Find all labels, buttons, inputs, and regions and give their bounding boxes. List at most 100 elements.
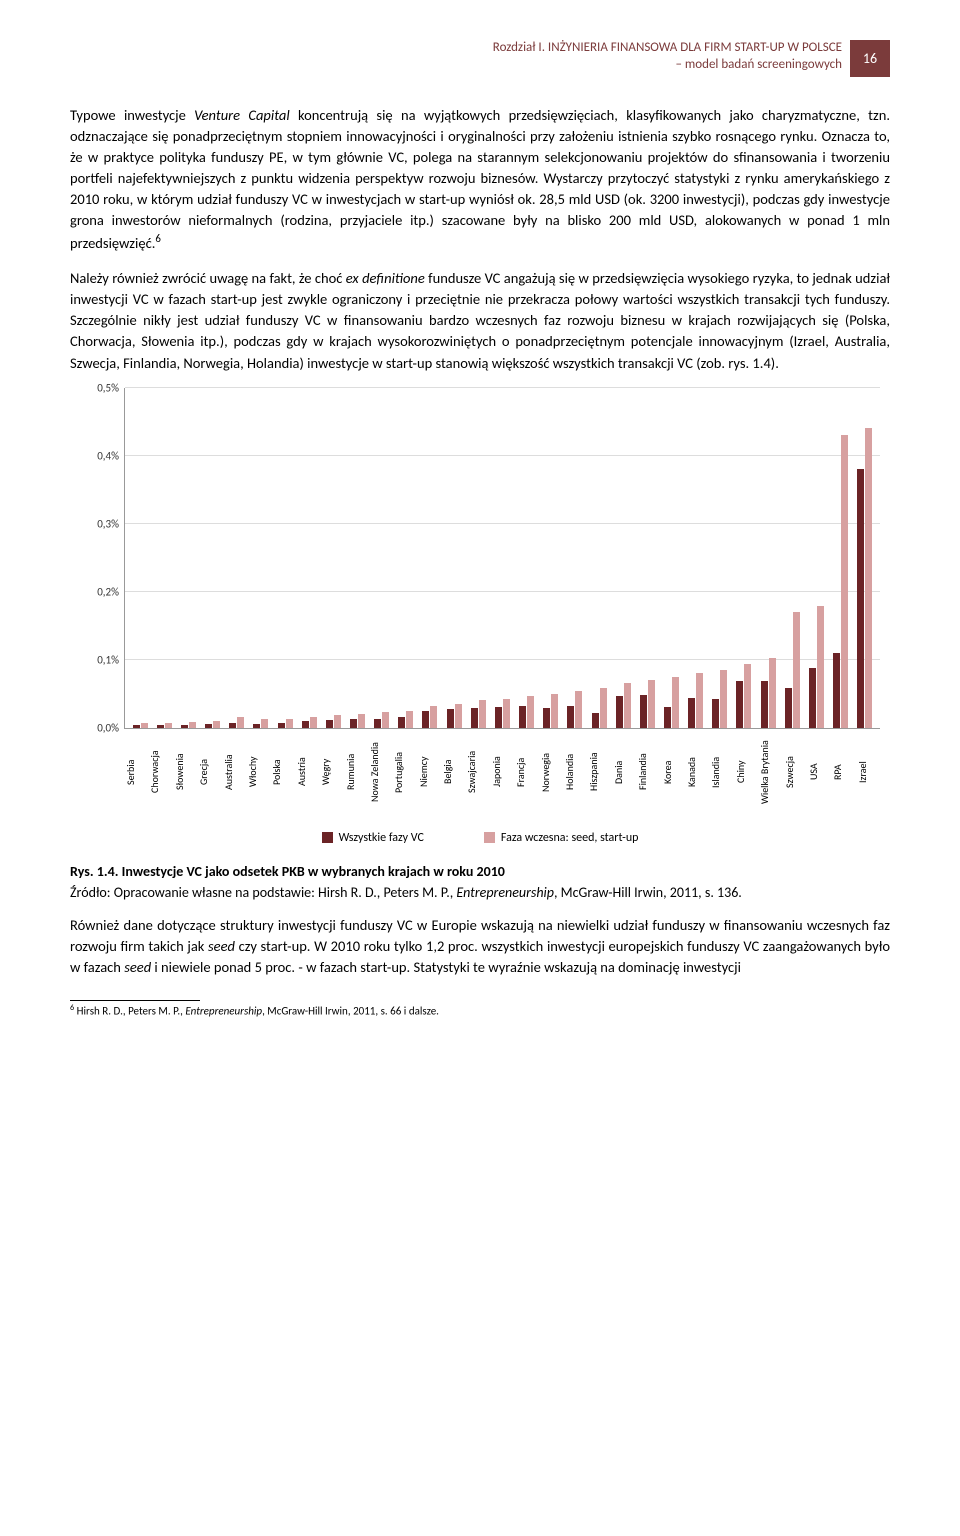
bar-series2 bbox=[696, 673, 703, 727]
x-tick-label: Austria bbox=[295, 729, 319, 819]
bar-group bbox=[152, 723, 176, 728]
paragraph-3: Również dane dotyczące struktury inwesty… bbox=[70, 915, 890, 978]
chart-plot-area: 0,0%0,1%0,2%0,3%0,4%0,5% bbox=[124, 388, 880, 729]
bar-series1 bbox=[761, 681, 768, 727]
legend-swatch-2 bbox=[484, 832, 495, 843]
chart-x-axis: SerbiaChorwacjaSłoweniaGrecjaAustraliaWł… bbox=[124, 729, 880, 819]
x-tick-label: Węgry bbox=[319, 729, 343, 819]
bar-group bbox=[128, 723, 152, 727]
bar-series2 bbox=[237, 717, 244, 727]
x-tick-label: Serbia bbox=[124, 729, 148, 819]
x-tick-label: Szwecja bbox=[783, 729, 807, 819]
bar-series2 bbox=[527, 696, 534, 727]
bar-series2 bbox=[141, 723, 148, 727]
x-tick-label: Chorwacja bbox=[148, 729, 172, 819]
x-tick-label: Polska bbox=[270, 729, 294, 819]
bar-series1 bbox=[688, 698, 695, 728]
bar-series2 bbox=[165, 723, 172, 728]
bar-series2 bbox=[769, 658, 776, 727]
bar-group bbox=[539, 694, 563, 728]
bar-series2 bbox=[720, 670, 727, 728]
bar-group bbox=[200, 721, 224, 728]
bar-series2 bbox=[793, 612, 800, 728]
bar-group bbox=[780, 612, 804, 728]
bar-group bbox=[635, 680, 659, 728]
bar-group bbox=[515, 696, 539, 727]
bar-series1 bbox=[567, 706, 574, 728]
bar-series2 bbox=[213, 721, 220, 728]
bar-series2 bbox=[841, 435, 848, 727]
bar-series2 bbox=[624, 683, 631, 728]
bar-series2 bbox=[575, 691, 582, 728]
page-header: Rozdział I. INŻYNIERIA FINANSOWA DLA FIR… bbox=[70, 40, 890, 77]
bar-group bbox=[394, 711, 418, 727]
x-tick-label: Belgia bbox=[441, 729, 465, 819]
bar-series1 bbox=[495, 707, 502, 727]
y-tick-label: 0,4% bbox=[81, 449, 119, 462]
bar-series1 bbox=[326, 720, 333, 727]
header-line-2: – model badań screeningowych bbox=[493, 57, 842, 74]
bar-group bbox=[708, 670, 732, 728]
vc-gdp-chart: 0,0%0,1%0,2%0,3%0,4%0,5% SerbiaChorwacja… bbox=[80, 388, 880, 845]
x-tick-label: Japonia bbox=[490, 729, 514, 819]
bar-group bbox=[176, 722, 200, 727]
x-tick-label: RPA bbox=[831, 729, 855, 819]
paragraph-2: Należy również zwrócić uwagę na fakt, że… bbox=[70, 268, 890, 373]
bar-group bbox=[297, 717, 321, 728]
bar-group bbox=[659, 677, 683, 728]
bar-series1 bbox=[833, 653, 840, 728]
bar-group bbox=[418, 706, 442, 728]
bar-series1 bbox=[350, 719, 357, 727]
bar-series1 bbox=[616, 696, 623, 727]
paragraph-1: Typowe inwestycje Venture Capital koncen… bbox=[70, 105, 890, 254]
bar-series1 bbox=[181, 725, 188, 728]
bar-series2 bbox=[310, 717, 317, 728]
bar-series1 bbox=[785, 688, 792, 727]
x-tick-label: Norwegia bbox=[539, 729, 563, 819]
bar-group bbox=[442, 704, 466, 727]
bar-series2 bbox=[334, 715, 341, 727]
bar-group bbox=[804, 606, 828, 727]
bar-series2 bbox=[648, 680, 655, 728]
legend-item-series2: Faza wczesna: seed, start-up bbox=[484, 831, 639, 845]
bar-series1 bbox=[253, 724, 260, 727]
x-tick-label: Portugalia bbox=[392, 729, 416, 819]
bar-group bbox=[829, 435, 853, 727]
bar-group bbox=[370, 712, 394, 728]
bar-series2 bbox=[382, 712, 389, 728]
bar-series1 bbox=[664, 707, 671, 727]
bar-series2 bbox=[744, 664, 751, 728]
bar-series1 bbox=[374, 719, 381, 728]
bar-series1 bbox=[447, 709, 454, 727]
x-tick-label: Nowa Zelandia bbox=[368, 729, 392, 819]
x-tick-label: Grecja bbox=[197, 729, 221, 819]
x-tick-label: Hiszpania bbox=[587, 729, 611, 819]
bar-series2 bbox=[286, 719, 293, 728]
legend-label-1: Wszystkie fazy VC bbox=[339, 831, 424, 845]
bar-group bbox=[490, 699, 514, 728]
bar-series1 bbox=[640, 695, 647, 728]
bar-series1 bbox=[712, 699, 719, 728]
header-line-1: Rozdział I. INŻYNIERIA FINANSOWA DLA FIR… bbox=[493, 40, 842, 57]
bar-series1 bbox=[205, 724, 212, 727]
bar-series1 bbox=[809, 668, 816, 728]
bar-series1 bbox=[422, 711, 429, 727]
bar-series2 bbox=[503, 699, 510, 728]
x-tick-label: Rumunia bbox=[344, 729, 368, 819]
bar-series1 bbox=[519, 706, 526, 728]
bar-series1 bbox=[543, 708, 550, 727]
bar-group bbox=[732, 664, 756, 728]
x-tick-label: Włochy bbox=[246, 729, 270, 819]
x-tick-label: Islandia bbox=[709, 729, 733, 819]
x-tick-label: Chiny bbox=[734, 729, 758, 819]
x-tick-label: Niemcy bbox=[417, 729, 441, 819]
y-tick-label: 0,0% bbox=[81, 721, 119, 734]
x-tick-label: Australia bbox=[222, 729, 246, 819]
figure-caption: Rys. 1.4. Inwestycje VC jako odsetek PKB… bbox=[70, 863, 890, 880]
bar-series2 bbox=[865, 428, 872, 727]
x-tick-label: Kanada bbox=[685, 729, 709, 819]
bar-series2 bbox=[406, 711, 413, 727]
y-tick-label: 0,3% bbox=[81, 517, 119, 530]
bar-series1 bbox=[398, 717, 405, 727]
x-tick-label: Dania bbox=[612, 729, 636, 819]
